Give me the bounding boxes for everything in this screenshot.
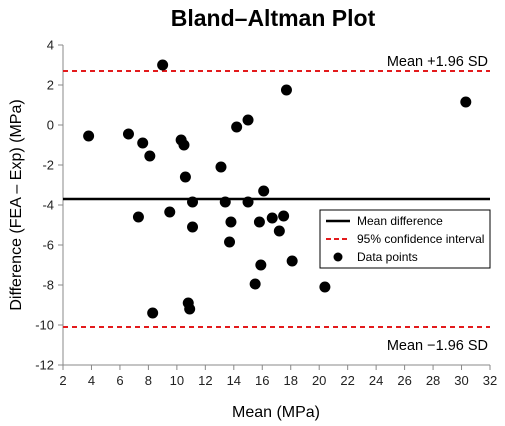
x-tick-label: 16 xyxy=(255,373,269,388)
legend-label: Data points xyxy=(357,250,418,264)
data-points xyxy=(83,59,472,319)
data-point xyxy=(255,259,267,271)
data-point xyxy=(144,150,156,162)
legend-box xyxy=(319,209,491,269)
data-point xyxy=(132,211,144,223)
lower-limit-label: Mean −1.96 SD xyxy=(387,338,488,354)
data-point xyxy=(178,139,190,151)
data-point xyxy=(83,130,95,142)
data-point xyxy=(137,137,149,149)
data-point xyxy=(225,216,237,228)
x-tick-label: 2 xyxy=(59,373,66,388)
x-tick-label: 32 xyxy=(483,373,497,388)
x-tick-label: 6 xyxy=(116,373,123,388)
x-tick-label: 4 xyxy=(88,373,95,388)
data-point xyxy=(224,236,236,248)
data-point xyxy=(164,206,176,218)
data-point xyxy=(242,196,254,208)
legend-label: 95% confidence interval xyxy=(357,232,484,246)
legend-label: Mean difference xyxy=(357,214,443,228)
data-point xyxy=(258,185,270,197)
legend-point-swatch xyxy=(333,252,343,262)
data-point xyxy=(179,171,191,183)
data-point xyxy=(147,307,159,319)
y-tick-label: -8 xyxy=(42,278,54,293)
data-point xyxy=(249,278,261,290)
data-point xyxy=(184,303,196,315)
data-point xyxy=(231,121,243,133)
data-point xyxy=(460,96,472,108)
x-tick-label: 14 xyxy=(227,373,241,388)
data-point xyxy=(273,225,285,237)
x-axis-label: Mean (MPa) xyxy=(232,404,320,421)
upper-limit-label: Mean +1.96 SD xyxy=(387,54,488,70)
data-point xyxy=(253,216,265,228)
data-point xyxy=(319,281,331,293)
x-tick-label: 22 xyxy=(340,373,354,388)
x-tick-label: 30 xyxy=(454,373,468,388)
x-tick-label: 20 xyxy=(312,373,326,388)
x-tick-label: 12 xyxy=(198,373,212,388)
data-point xyxy=(242,114,254,126)
x-tick-label: 18 xyxy=(283,373,297,388)
x-tick-label: 24 xyxy=(369,373,383,388)
x-tick-label: 28 xyxy=(426,373,440,388)
legend: Mean difference 95% confidence interval Da… xyxy=(319,209,491,269)
y-tick-label: -10 xyxy=(35,318,54,333)
data-point xyxy=(157,59,169,71)
data-point xyxy=(122,128,134,140)
y-tick-label: -12 xyxy=(35,358,54,373)
y-axis-label: Difference (FEA – Exp) (MPa) xyxy=(8,99,25,310)
data-point xyxy=(266,212,278,224)
x-tick-label: 10 xyxy=(170,373,184,388)
y-tick-label: -4 xyxy=(42,198,54,213)
y-tick-label: -2 xyxy=(42,158,54,173)
y-tick-label: 0 xyxy=(47,118,54,133)
data-point xyxy=(286,255,298,267)
reference-lines xyxy=(63,70,490,328)
data-point xyxy=(280,84,292,96)
data-point xyxy=(187,196,199,208)
data-point xyxy=(215,161,227,173)
data-point xyxy=(187,221,199,233)
data-point xyxy=(278,210,290,222)
x-tick-label: 8 xyxy=(145,373,152,388)
y-tick-label: -6 xyxy=(42,238,54,253)
data-point xyxy=(219,196,231,208)
x-tick-label: 26 xyxy=(397,373,411,388)
axes: 2 4 6 8 10 12 14 16 18 20 22 24 26 28 30 32420-2-4-6-8-… xyxy=(35,38,497,389)
y-tick-label: 4 xyxy=(47,38,54,53)
y-tick-label: 2 xyxy=(47,78,54,93)
chart-title: Bland–Altman Plot xyxy=(171,5,376,31)
